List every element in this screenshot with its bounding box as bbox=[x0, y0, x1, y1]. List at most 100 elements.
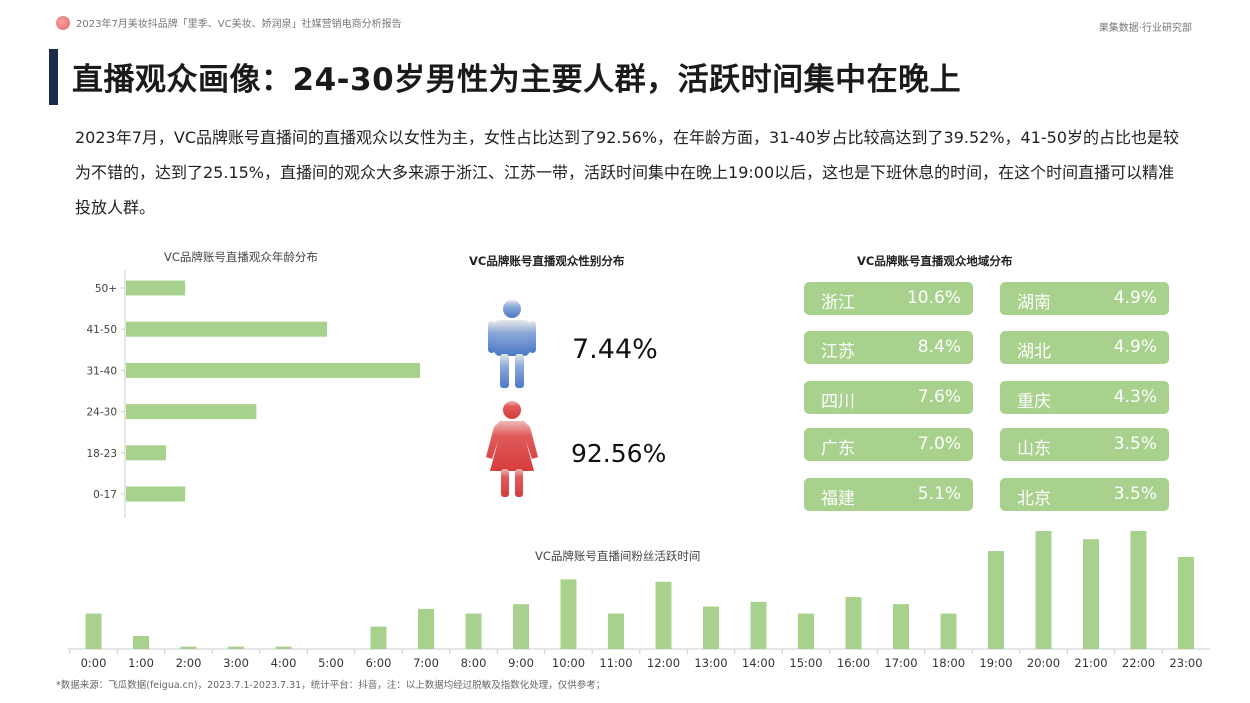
hour-bar bbox=[703, 606, 719, 649]
region-chip: 浙江 10.6% bbox=[804, 282, 973, 315]
region-chip: 广东 7.0% bbox=[804, 428, 973, 461]
hour-bar bbox=[1130, 531, 1147, 649]
report-name: 2023年7月美妆抖品牌「里季、VC美妆、娇润泉」社媒营销电商分析报告 bbox=[76, 19, 402, 30]
hour-tick-label: 13:00 bbox=[694, 656, 727, 670]
hour-tick-label: 4:00 bbox=[271, 656, 297, 670]
hour-tick-label: 15:00 bbox=[789, 656, 822, 670]
hour-bar bbox=[275, 646, 292, 649]
hour-chart-title: VC品牌账号直播间粉丝活跃时间 bbox=[535, 549, 701, 563]
hour-tick-label: 17:00 bbox=[884, 656, 917, 670]
region-name: 湖南 bbox=[1017, 293, 1051, 313]
hour-bar bbox=[940, 613, 957, 649]
age-tick-label: 18-23 bbox=[86, 448, 117, 460]
hour-tick-label: 11:00 bbox=[599, 656, 632, 670]
brand-logo-icon bbox=[56, 16, 70, 30]
region-name: 湖北 bbox=[1017, 342, 1051, 362]
region-share: 3.5% bbox=[1113, 434, 1157, 454]
hour-bar bbox=[513, 604, 529, 649]
region-chip: 四川 7.6% bbox=[804, 381, 973, 414]
hour-tick-label: 19:00 bbox=[979, 656, 1012, 670]
region-chip: 福建 5.1% bbox=[804, 478, 973, 511]
region-name: 重庆 bbox=[1017, 392, 1051, 412]
male-percentage: 7.44% bbox=[572, 334, 658, 365]
hour-bar bbox=[465, 613, 482, 649]
region-name: 浙江 bbox=[821, 293, 855, 313]
hour-tick-label: 16:00 bbox=[837, 656, 870, 670]
female-percentage: 92.56% bbox=[571, 439, 667, 468]
age-tick-label: 24-30 bbox=[86, 407, 117, 419]
summary-text: 2023年7月，VC品牌账号直播间的直播观众以女性为主，女性占比达到了92.56… bbox=[75, 128, 1180, 217]
region-chip: 重庆 4.3% bbox=[1000, 381, 1169, 414]
female-icon bbox=[486, 401, 538, 497]
age-chart: 50+ 41-50 31-40 24-30 18-23 0-17 bbox=[86, 270, 420, 518]
hour-bar bbox=[85, 613, 102, 649]
hour-tick-label: 21:00 bbox=[1074, 656, 1107, 670]
hour-chart: 0:00 1:00 2:00 3:00 4:00 5:00 6:00 7:00 8:00 9:00… bbox=[68, 531, 1210, 670]
hour-tick-label: 10:00 bbox=[552, 656, 585, 670]
hour-tick-label: 22:00 bbox=[1122, 656, 1155, 670]
region-share: 4.3% bbox=[1113, 387, 1157, 407]
page-title: 直播观众画像：24-30岁男性为主要人群，活跃时间集中在晚上 bbox=[72, 62, 962, 98]
age-bar bbox=[126, 362, 420, 378]
age-tick-label: 50+ bbox=[95, 283, 117, 295]
hour-tick-label: 1:00 bbox=[128, 656, 154, 670]
region-name: 四川 bbox=[821, 392, 855, 412]
hour-bar bbox=[988, 551, 1004, 649]
hour-bar bbox=[1035, 531, 1052, 649]
hour-bar bbox=[133, 636, 149, 649]
hour-bar bbox=[893, 604, 909, 649]
hour-tick-label: 5:00 bbox=[318, 656, 344, 670]
age-bar bbox=[126, 486, 186, 502]
hour-bar bbox=[560, 579, 577, 649]
hour-tick-label: 9:00 bbox=[508, 656, 534, 670]
region-share: 3.5% bbox=[1113, 484, 1157, 504]
hour-bar bbox=[750, 601, 767, 649]
region-share: 7.6% bbox=[917, 387, 961, 407]
department-label: 果集数据·行业研究部 bbox=[1098, 23, 1192, 34]
region-chip: 北京 3.5% bbox=[1000, 478, 1169, 511]
region-name: 江苏 bbox=[821, 342, 855, 362]
hour-bar bbox=[845, 597, 862, 649]
region-share: 4.9% bbox=[1113, 337, 1157, 357]
age-bar bbox=[126, 280, 186, 296]
region-chip: 湖北 4.9% bbox=[1000, 331, 1169, 364]
hour-tick-label: 7:00 bbox=[413, 656, 439, 670]
age-chart-title: VC品牌账号直播观众年龄分布 bbox=[164, 250, 318, 264]
hour-tick-label: 0:00 bbox=[81, 656, 107, 670]
region-name: 福建 bbox=[821, 489, 855, 509]
region-name: 北京 bbox=[1017, 489, 1051, 509]
region-chip: 江苏 8.4% bbox=[804, 331, 973, 364]
hour-bar bbox=[180, 646, 197, 649]
region-share: 10.6% bbox=[906, 288, 961, 308]
region-share: 7.0% bbox=[917, 434, 961, 454]
hour-tick-label: 23:00 bbox=[1169, 656, 1202, 670]
hour-tick-label: 14:00 bbox=[742, 656, 775, 670]
age-tick-label: 41-50 bbox=[86, 324, 117, 336]
region-chart-title: VC品牌账号直播观众地域分布 bbox=[857, 254, 1013, 268]
gender-chart-title: VC品牌账号直播观众性别分布 bbox=[469, 254, 625, 268]
hour-bar bbox=[1083, 539, 1099, 649]
hour-tick-label: 2:00 bbox=[176, 656, 202, 670]
hour-tick-label: 6:00 bbox=[366, 656, 392, 670]
hour-bar bbox=[418, 608, 434, 649]
age-bar bbox=[126, 445, 166, 461]
region-name: 广东 bbox=[821, 439, 855, 459]
hour-tick-label: 18:00 bbox=[932, 656, 965, 670]
region-share: 4.9% bbox=[1113, 288, 1157, 308]
hour-bar bbox=[228, 646, 244, 649]
title-accent-bar bbox=[49, 49, 58, 105]
region-name: 山东 bbox=[1017, 439, 1051, 459]
hour-bar bbox=[370, 626, 387, 649]
region-chip: 山东 3.5% bbox=[1000, 428, 1169, 461]
age-bar bbox=[126, 404, 257, 420]
hour-bar bbox=[655, 581, 672, 649]
hour-bar bbox=[798, 613, 814, 649]
age-bar bbox=[126, 321, 328, 337]
hour-bar bbox=[1178, 556, 1194, 649]
age-tick-label: 31-40 bbox=[86, 365, 117, 377]
region-share: 8.4% bbox=[917, 337, 961, 357]
region-chip: 湖南 4.9% bbox=[1000, 282, 1169, 315]
data-source-note: *数据来源：飞瓜数据(feigua.cn)，2023.7.1-2023.7.31… bbox=[56, 680, 606, 691]
age-tick-label: 0-17 bbox=[93, 489, 117, 501]
hour-tick-label: 20:00 bbox=[1027, 656, 1060, 670]
